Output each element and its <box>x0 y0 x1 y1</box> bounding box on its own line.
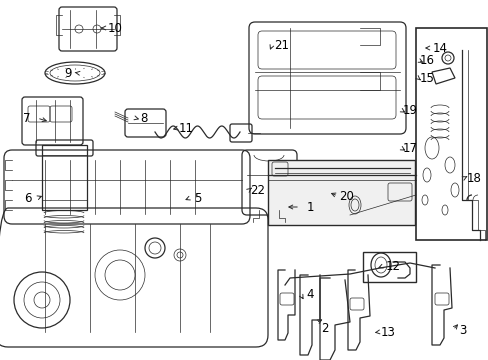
Text: 9: 9 <box>64 67 72 80</box>
Text: 17: 17 <box>402 141 417 154</box>
Bar <box>267 160 414 225</box>
Text: 22: 22 <box>250 184 265 197</box>
Text: 12: 12 <box>385 260 400 273</box>
Text: 8: 8 <box>140 112 147 125</box>
Text: 3: 3 <box>458 324 466 337</box>
Text: 15: 15 <box>419 72 433 85</box>
Text: 21: 21 <box>274 39 289 51</box>
Text: 19: 19 <box>402 104 417 117</box>
Text: 20: 20 <box>339 189 354 202</box>
Bar <box>415 28 486 240</box>
Text: 14: 14 <box>431 41 447 54</box>
Bar <box>42 145 87 210</box>
Text: 10: 10 <box>107 22 122 35</box>
Text: 18: 18 <box>466 171 481 185</box>
Bar <box>362 252 415 282</box>
Text: 16: 16 <box>419 54 434 67</box>
Text: 13: 13 <box>380 325 395 338</box>
Text: 5: 5 <box>194 192 201 204</box>
Text: 4: 4 <box>305 288 313 302</box>
Text: 2: 2 <box>321 321 328 334</box>
Text: 1: 1 <box>305 201 313 213</box>
Text: 7: 7 <box>23 112 31 125</box>
Text: 6: 6 <box>24 192 32 204</box>
Text: 11: 11 <box>178 122 193 135</box>
